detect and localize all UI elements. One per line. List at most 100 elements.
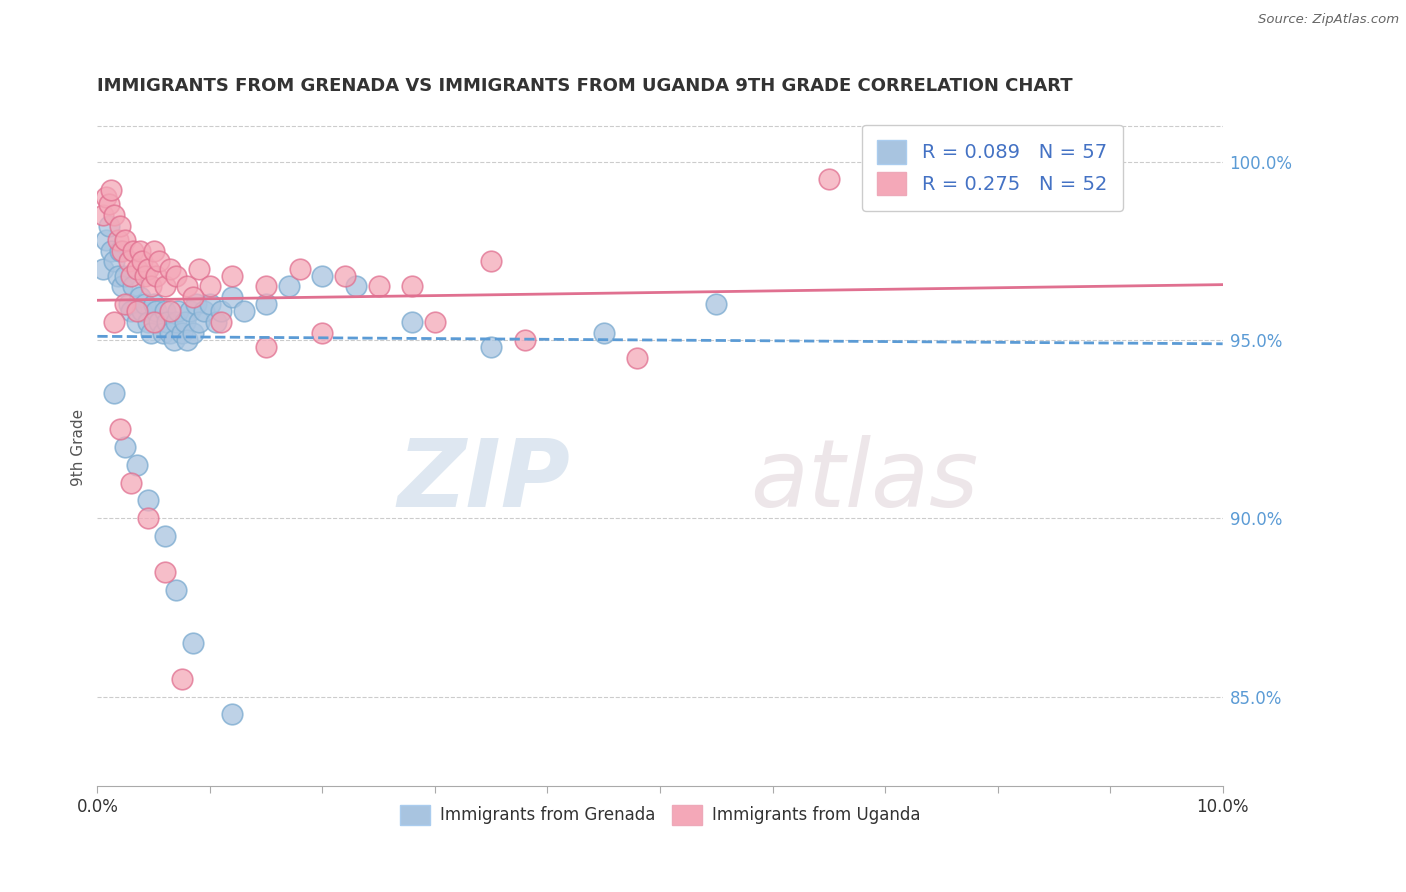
Point xyxy=(254,297,277,311)
Point xyxy=(129,244,152,258)
Point xyxy=(221,707,243,722)
Point xyxy=(479,340,502,354)
Point xyxy=(91,261,114,276)
Point xyxy=(136,493,159,508)
Text: Source: ZipAtlas.com: Source: ZipAtlas.com xyxy=(1258,13,1399,27)
Point xyxy=(626,351,648,365)
Point xyxy=(129,290,152,304)
Point xyxy=(209,315,232,329)
Point xyxy=(125,304,148,318)
Point xyxy=(221,290,243,304)
Point xyxy=(159,326,181,340)
Point xyxy=(187,261,209,276)
Point xyxy=(114,297,136,311)
Point xyxy=(134,297,156,311)
Point xyxy=(167,304,190,318)
Point xyxy=(120,268,142,283)
Point xyxy=(163,333,186,347)
Point xyxy=(108,219,131,233)
Point xyxy=(145,304,167,318)
Point xyxy=(181,326,204,340)
Point xyxy=(254,340,277,354)
Point xyxy=(142,315,165,329)
Point xyxy=(148,315,170,329)
Point xyxy=(513,333,536,347)
Point xyxy=(122,244,145,258)
Point xyxy=(118,254,141,268)
Point xyxy=(136,511,159,525)
Point xyxy=(479,254,502,268)
Point xyxy=(100,183,122,197)
Point xyxy=(288,261,311,276)
Point xyxy=(142,297,165,311)
Legend: Immigrants from Grenada, Immigrants from Uganda: Immigrants from Grenada, Immigrants from… xyxy=(394,798,927,831)
Text: atlas: atlas xyxy=(749,435,979,526)
Point xyxy=(181,290,204,304)
Point xyxy=(311,268,333,283)
Point xyxy=(122,279,145,293)
Point xyxy=(141,279,163,293)
Point xyxy=(108,422,131,436)
Point xyxy=(134,268,156,283)
Point xyxy=(96,233,118,247)
Point xyxy=(153,279,176,293)
Point xyxy=(333,268,356,283)
Point xyxy=(186,297,208,311)
Point xyxy=(159,261,181,276)
Point xyxy=(592,326,614,340)
Point xyxy=(120,475,142,490)
Point xyxy=(120,304,142,318)
Point xyxy=(148,254,170,268)
Point xyxy=(176,279,198,293)
Point xyxy=(100,244,122,258)
Point xyxy=(91,208,114,222)
Point xyxy=(198,297,221,311)
Point xyxy=(97,197,120,211)
Point xyxy=(193,304,215,318)
Point xyxy=(131,304,153,318)
Y-axis label: 9th Grade: 9th Grade xyxy=(72,409,86,485)
Point xyxy=(118,297,141,311)
Point xyxy=(159,304,181,318)
Point xyxy=(344,279,367,293)
Point xyxy=(136,261,159,276)
Point xyxy=(277,279,299,293)
Point xyxy=(170,326,193,340)
Point xyxy=(145,268,167,283)
Point xyxy=(107,268,129,283)
Point xyxy=(152,326,174,340)
Point xyxy=(125,458,148,472)
Point xyxy=(103,386,125,401)
Text: ZIP: ZIP xyxy=(396,434,569,527)
Point xyxy=(423,315,446,329)
Point xyxy=(221,268,243,283)
Point xyxy=(179,304,201,318)
Point xyxy=(174,315,197,329)
Point xyxy=(142,244,165,258)
Point xyxy=(232,304,254,318)
Point xyxy=(153,565,176,579)
Point xyxy=(254,279,277,293)
Point xyxy=(165,582,187,597)
Point xyxy=(198,279,221,293)
Point xyxy=(817,172,839,186)
Point xyxy=(367,279,389,293)
Point xyxy=(209,304,232,318)
Point xyxy=(311,326,333,340)
Point xyxy=(131,254,153,268)
Point xyxy=(103,315,125,329)
Point xyxy=(114,268,136,283)
Point xyxy=(181,636,204,650)
Point xyxy=(704,297,727,311)
Point xyxy=(204,315,226,329)
Point xyxy=(103,254,125,268)
Point xyxy=(165,268,187,283)
Point xyxy=(107,233,129,247)
Point xyxy=(125,315,148,329)
Point xyxy=(114,233,136,247)
Point xyxy=(170,672,193,686)
Text: IMMIGRANTS FROM GRENADA VS IMMIGRANTS FROM UGANDA 9TH GRADE CORRELATION CHART: IMMIGRANTS FROM GRENADA VS IMMIGRANTS FR… xyxy=(97,78,1073,95)
Point xyxy=(156,315,179,329)
Point xyxy=(401,315,423,329)
Point xyxy=(141,326,163,340)
